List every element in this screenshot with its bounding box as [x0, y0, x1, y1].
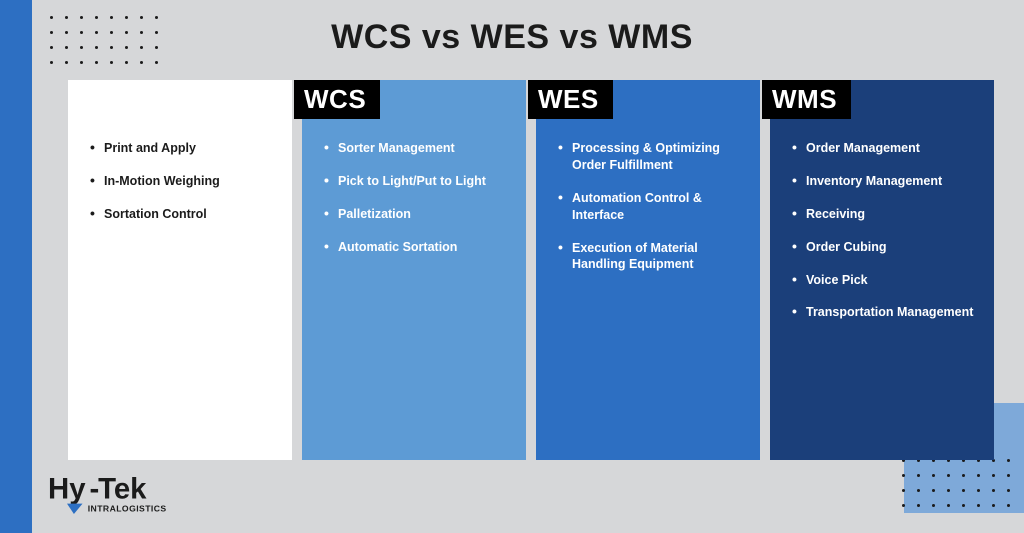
- list-item: Print and Apply: [90, 140, 276, 157]
- list-item: Processing & Optimizing Order Fulfillmen…: [558, 140, 744, 174]
- column-label-wms: WMS: [762, 80, 851, 119]
- logo-hytek: Hy - Tek INTRALOGISTICS: [48, 467, 238, 523]
- column-wms: WMS Order Management Inventory Managemen…: [770, 80, 994, 460]
- list-item: In-Motion Weighing: [90, 173, 276, 190]
- list-item: Automatic Sortation: [324, 239, 510, 256]
- columns-container: Print and Apply In-Motion Weighing Sorta…: [68, 80, 994, 460]
- column-wcs: WCS Sorter Management Pick to Light/Put …: [302, 80, 526, 460]
- column-pre: Print and Apply In-Motion Weighing Sorta…: [68, 80, 292, 460]
- column-wes-list: Processing & Optimizing Order Fulfillmen…: [558, 140, 744, 273]
- list-item: Transportation Management: [792, 304, 978, 321]
- list-item: Receiving: [792, 206, 978, 223]
- svg-text:Hy: Hy: [48, 472, 86, 505]
- list-item: Sorter Management: [324, 140, 510, 157]
- column-label-wes: WES: [528, 80, 613, 119]
- column-pre-list: Print and Apply In-Motion Weighing Sorta…: [90, 140, 276, 223]
- column-wms-list: Order Management Inventory Management Re…: [792, 140, 978, 321]
- list-item: Order Management: [792, 140, 978, 157]
- list-item: Order Cubing: [792, 239, 978, 256]
- list-item: Sortation Control: [90, 206, 276, 223]
- list-item: Automation Control & Interface: [558, 190, 744, 224]
- column-wes: WES Processing & Optimizing Order Fulfil…: [536, 80, 760, 460]
- list-item: Execution of Material Handling Equipment: [558, 240, 744, 274]
- column-wcs-list: Sorter Management Pick to Light/Put to L…: [324, 140, 510, 256]
- dot-grid-bottom-right: [896, 451, 1016, 515]
- list-item: Inventory Management: [792, 173, 978, 190]
- svg-text:INTRALOGISTICS: INTRALOGISTICS: [88, 503, 167, 513]
- page-title: WCS vs WES vs WMS: [0, 18, 1024, 57]
- list-item: Pick to Light/Put to Light: [324, 173, 510, 190]
- list-item: Voice Pick: [792, 272, 978, 289]
- left-accent-bar: [0, 0, 32, 533]
- column-label-wcs: WCS: [294, 80, 380, 119]
- list-item: Palletization: [324, 206, 510, 223]
- svg-text:Tek: Tek: [98, 472, 147, 505]
